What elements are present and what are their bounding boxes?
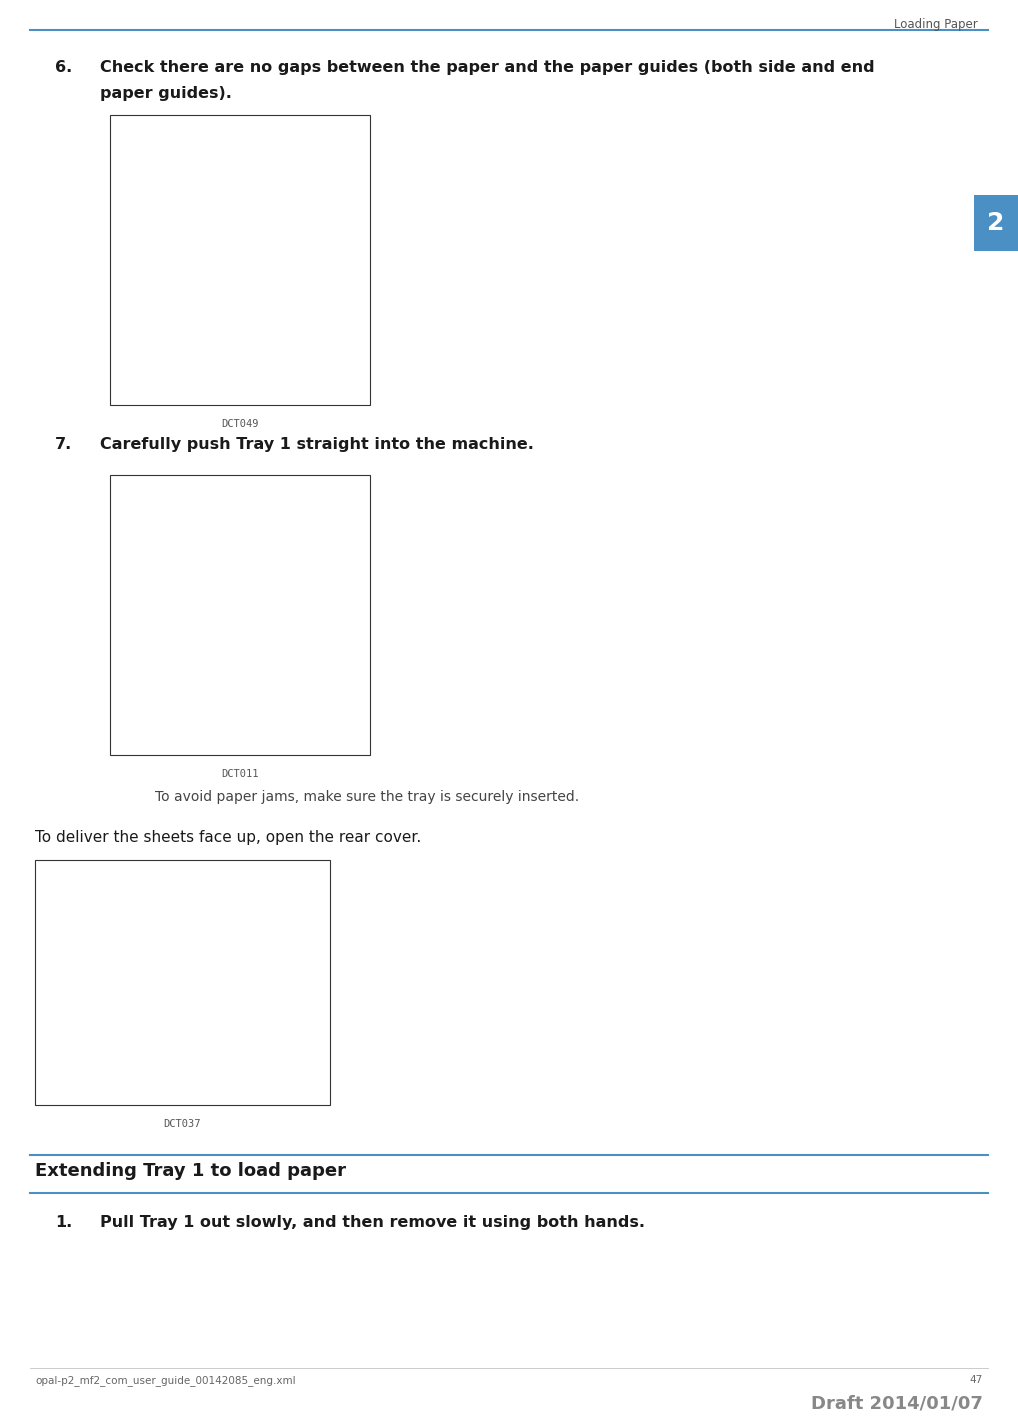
Text: Carefully push Tray 1 straight into the machine.: Carefully push Tray 1 straight into the …	[100, 438, 533, 452]
Text: 6.: 6.	[55, 60, 72, 75]
Bar	[35, 860, 330, 1106]
Text: DCT037: DCT037	[164, 1118, 202, 1130]
Text: 1.: 1.	[55, 1215, 72, 1231]
Bar	[974, 195, 1018, 252]
Text: DCT049: DCT049	[221, 419, 259, 429]
Text: 2: 2	[987, 210, 1005, 234]
Text: Loading Paper: Loading Paper	[894, 18, 978, 31]
Text: To avoid paper jams, make sure the tray is securely inserted.: To avoid paper jams, make sure the tray …	[155, 790, 579, 804]
Text: To deliver the sheets face up, open the rear cover.: To deliver the sheets face up, open the …	[35, 830, 421, 845]
Text: 7.: 7.	[55, 438, 72, 452]
Text: 47: 47	[970, 1376, 983, 1385]
Text: Extending Tray 1 to load paper: Extending Tray 1 to load paper	[35, 1162, 346, 1179]
Text: opal-p2_mf2_com_user_guide_00142085_eng.xml: opal-p2_mf2_com_user_guide_00142085_eng.…	[35, 1376, 295, 1385]
Text: Draft 2014/01/07: Draft 2014/01/07	[811, 1395, 983, 1412]
Text: Pull Tray 1 out slowly, and then remove it using both hands.: Pull Tray 1 out slowly, and then remove …	[100, 1215, 645, 1231]
Bar	[110, 115, 370, 405]
Text: DCT011: DCT011	[221, 769, 259, 779]
Bar	[110, 475, 370, 755]
Text: paper guides).: paper guides).	[100, 87, 232, 101]
Text: Check there are no gaps between the paper and the paper guides (both side and en: Check there are no gaps between the pape…	[100, 60, 874, 75]
